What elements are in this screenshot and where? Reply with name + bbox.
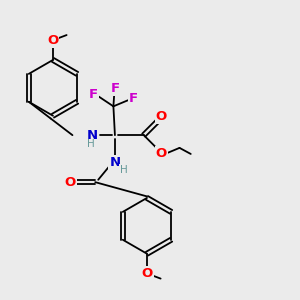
Text: O: O xyxy=(65,176,76,189)
Text: F: F xyxy=(110,82,119,94)
Text: N: N xyxy=(110,156,121,169)
Text: O: O xyxy=(141,267,153,280)
Text: O: O xyxy=(47,34,58,47)
Text: O: O xyxy=(156,110,167,123)
Text: F: F xyxy=(129,92,138,105)
Text: O: O xyxy=(156,147,167,160)
Text: N: N xyxy=(87,129,98,142)
Text: F: F xyxy=(89,88,98,101)
Text: H: H xyxy=(119,165,127,175)
Text: H: H xyxy=(87,139,94,149)
